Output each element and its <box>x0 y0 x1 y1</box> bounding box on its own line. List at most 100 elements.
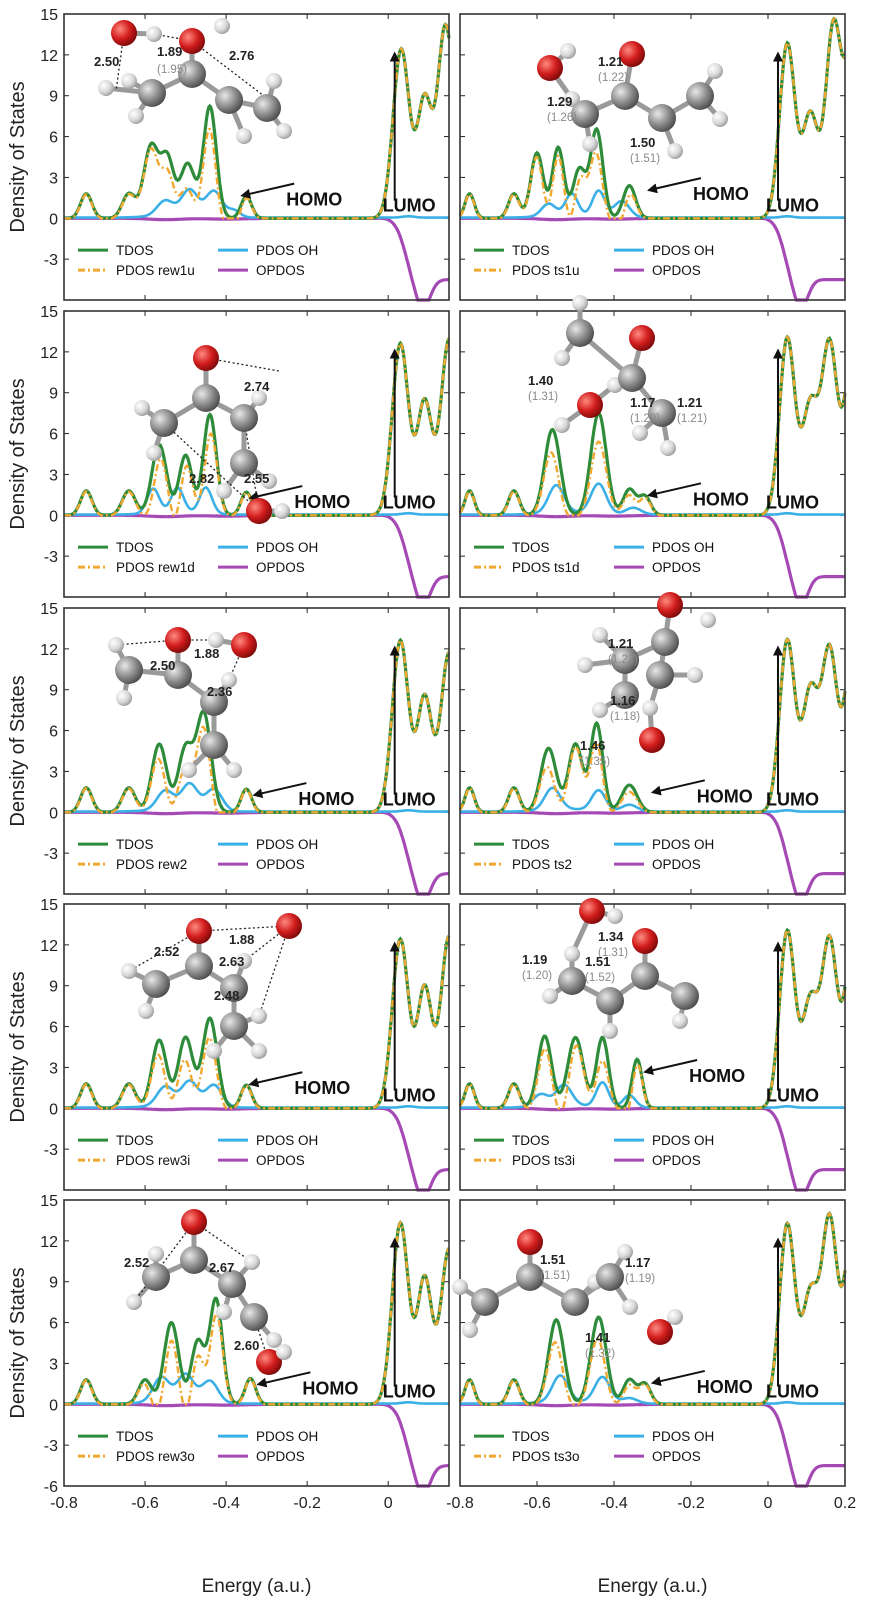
carbon-atom <box>142 1263 170 1291</box>
series-pdos-mol <box>458 16 846 220</box>
bond-length: 2.63 <box>219 954 244 969</box>
carbon-atom <box>138 79 166 107</box>
legend-label: OPDOS <box>256 1449 305 1464</box>
bond-length: 1.21 <box>677 395 702 410</box>
x-axis-label: Energy (a.u.) <box>598 1576 708 1597</box>
molecule-contact <box>193 1221 253 1263</box>
hydrogen-atom <box>592 627 608 643</box>
y-tick-label: 0 <box>49 508 58 525</box>
bond-length-alt: (1.95) <box>157 64 187 76</box>
carbon-atom <box>253 94 281 122</box>
hydrogen-atom <box>607 908 623 924</box>
molecule-ts3i: 1.34 (1.31) 1.19 (1.20) 1.51 (1.52) <box>522 898 699 1039</box>
homo-arrow <box>256 1371 311 1388</box>
series-opdos <box>64 1106 449 1192</box>
x-tick-label: -0.6 <box>131 1495 159 1512</box>
bond-length: 2.55 <box>244 471 269 486</box>
hydrogen-atom <box>121 73 137 89</box>
bond-length-alt: (1.20) <box>630 413 660 425</box>
bond-length: 1.29 <box>547 94 572 109</box>
y-tick-label: 12 <box>40 345 58 362</box>
legend: TDOS PDOS OH PDOS ts3i OPDOS <box>474 1133 714 1168</box>
panel-ts2: LUMO HOMO TDOS PDOS OH PDOS ts2 OPDOS 1.21 (1.2… <box>458 592 847 896</box>
legend-label: OPDOS <box>652 263 701 278</box>
lumo-label: LUMO <box>383 1382 436 1402</box>
y-tick-label: -6 <box>44 1479 58 1496</box>
legend-label: PDOS OH <box>256 1133 318 1148</box>
hydrogen-atom <box>592 702 608 718</box>
oxygen-atom <box>579 898 605 924</box>
bond-length-alt: (1.31) <box>528 391 558 403</box>
molecule-contact <box>163 422 260 512</box>
bond-length-alt: (1.31) <box>598 947 628 959</box>
hydrogen-atom <box>667 143 683 159</box>
homo-label: HOMO <box>693 184 749 204</box>
molecule-contact <box>205 357 280 372</box>
molecule-contact <box>258 925 290 1017</box>
hydrogen-atom <box>181 762 197 778</box>
lumo-label: LUMO <box>766 196 819 216</box>
y-tick-label: 15 <box>40 601 58 618</box>
carbon-atom <box>631 962 659 990</box>
hydrogen-atom <box>138 1003 154 1019</box>
y-tick-label: 9 <box>49 386 58 403</box>
x-tick-label: 0.2 <box>834 1495 856 1512</box>
legend-label: PDOS rew3i <box>116 1153 190 1168</box>
carbon-atom <box>200 731 228 759</box>
series-opdos <box>460 1402 845 1488</box>
hydrogen-atom <box>134 400 150 416</box>
panel-rew3o: 15 12 9 6 3 0 -3 -6-0.8 -0.6 -0.4 -0.2 0 LUMO HOMO TDO… <box>40 1193 451 1512</box>
hydrogen-atom <box>642 700 658 716</box>
y-tick-label: 15 <box>40 897 58 914</box>
hydrogen-atom <box>251 390 267 406</box>
hydrogen-atom <box>146 445 162 461</box>
molecule-contact <box>133 1221 195 1303</box>
carbon-atom <box>164 661 192 689</box>
bond-length-alt: (1.18) <box>610 711 640 723</box>
oxygen-atom <box>657 592 683 618</box>
y-tick-label: 15 <box>40 1193 58 1210</box>
plot-frame <box>459 310 846 598</box>
bond-length: 1.41 <box>585 1330 610 1345</box>
oxygen-atom <box>193 345 219 371</box>
hydrogen-atom <box>276 1344 292 1360</box>
legend-label: TDOS <box>512 243 550 258</box>
homo-label: HOMO <box>697 786 753 806</box>
y-tick-label: 12 <box>40 642 58 659</box>
panel-rew1d: 15 12 9 6 3 0 -3 LUMO HOMO TDOS PDOS OH PDOS rew1d O… <box>40 304 451 599</box>
series-pdos-mol <box>458 637 847 814</box>
series-opdos <box>64 513 449 599</box>
bond-length: 2.50 <box>150 658 175 673</box>
carbon-atom <box>646 661 674 689</box>
bond-length-alt: (1.51) <box>630 153 660 165</box>
hydrogen-atom <box>236 128 252 144</box>
y-tick-label: 3 <box>49 1060 58 1077</box>
lumo-label: LUMO <box>766 1382 819 1402</box>
homo-label: HOMO <box>286 190 342 210</box>
series-pdos-mol <box>64 935 451 1110</box>
legend-label: OPDOS <box>652 1153 701 1168</box>
hydrogen-atom <box>108 637 124 653</box>
x-tick-label: -0.4 <box>212 1495 240 1512</box>
hydrogen-atom <box>251 1008 267 1024</box>
y-tick-label: -3 <box>44 549 58 566</box>
hydrogen-atom <box>564 946 580 962</box>
lumo-label: LUMO <box>383 493 436 513</box>
bond-length: 1.21 <box>608 636 633 651</box>
hydrogen-atom <box>221 672 237 688</box>
legend: TDOS PDOS OH PDOS ts2 OPDOS <box>474 837 714 872</box>
hydrogen-atom <box>452 1279 468 1295</box>
legend: TDOS PDOS OH PDOS ts1u OPDOS <box>474 243 714 278</box>
legend-label: TDOS <box>512 540 550 555</box>
y-tick-label: 12 <box>40 1234 58 1251</box>
legend-label: PDOS rew2 <box>116 857 187 872</box>
series-opdos <box>460 513 845 599</box>
oxygen-atom <box>256 1349 282 1375</box>
legend: TDOS PDOS OH PDOS rew1d OPDOS <box>78 540 318 575</box>
oxygen-atom <box>639 727 665 753</box>
plot-frame <box>459 13 846 301</box>
legend-label: PDOS ts2 <box>512 857 572 872</box>
molecule-ts1d: 1.40 (1.31) 1.17 (1.20) 1.21 (1.21) <box>528 295 707 456</box>
carbon-atom <box>240 1303 268 1331</box>
homo-arrow <box>252 782 307 799</box>
